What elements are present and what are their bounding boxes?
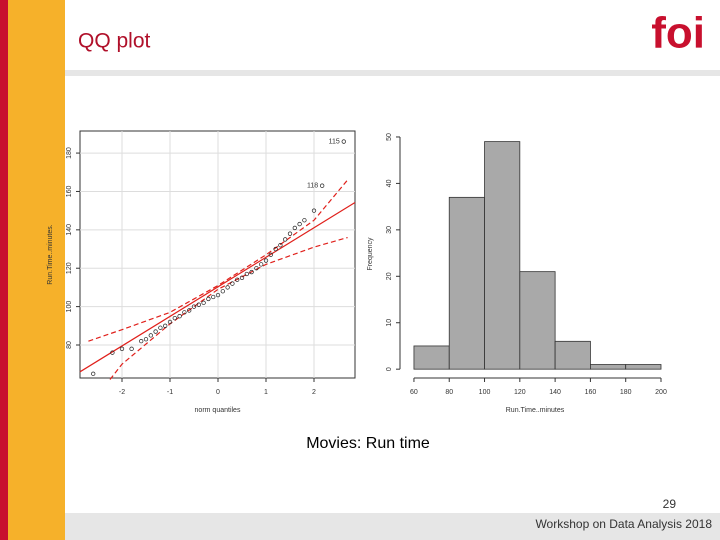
x-tick-label: 60 (410, 389, 418, 396)
y-tick-label: 80 (66, 341, 73, 349)
x-tick-label: 1 (264, 389, 268, 396)
point (259, 262, 264, 267)
point (191, 304, 197, 309)
point (302, 218, 307, 223)
caption: Movies: Run time (306, 435, 430, 452)
point (244, 271, 249, 277)
point (196, 302, 201, 307)
y-axis-title: Frequency (367, 237, 374, 271)
x-tick-label: 180 (620, 389, 632, 396)
reference-line (79, 201, 356, 373)
y-tick-label: 50 (386, 133, 393, 141)
point (187, 308, 192, 313)
page-number: 29 (663, 497, 677, 511)
point (201, 300, 206, 305)
point (249, 269, 254, 275)
footer-bar (65, 513, 720, 540)
y-tick-label: 160 (66, 186, 73, 198)
x-tick-label: 160 (585, 389, 597, 396)
point (320, 183, 325, 188)
x-tick-label: 100 (479, 389, 491, 396)
y-tick-label: 140 (66, 224, 73, 236)
point (283, 237, 288, 242)
y-tick-label: 10 (386, 319, 393, 327)
point (139, 339, 144, 344)
header-rule (65, 70, 720, 76)
point (148, 333, 153, 338)
point (206, 296, 211, 302)
logo: foi (651, 9, 705, 58)
point (225, 285, 230, 290)
point (278, 243, 283, 248)
point (341, 139, 346, 144)
point (311, 208, 317, 213)
slide-title: QQ plot (78, 30, 151, 53)
point (239, 275, 245, 280)
point (167, 319, 173, 325)
bar (413, 345, 450, 370)
point (143, 337, 149, 342)
point-label: 115 (329, 138, 340, 145)
point (292, 225, 297, 231)
point (254, 266, 259, 271)
x-tick-label: -2 (119, 389, 125, 396)
point (172, 315, 177, 321)
y-tick-label: 180 (66, 147, 73, 159)
point-label: 118 (307, 183, 318, 190)
point (91, 371, 96, 376)
bar (519, 271, 556, 370)
y-tick-label: 30 (386, 226, 393, 234)
point (215, 292, 221, 298)
x-tick-label: 0 (216, 389, 220, 396)
point (182, 310, 187, 315)
point (268, 252, 273, 257)
confidence-band (88, 179, 349, 342)
point (119, 346, 125, 351)
point (177, 314, 182, 319)
y-tick-label: 0 (386, 367, 393, 371)
point (230, 281, 235, 286)
red-strip (0, 0, 8, 540)
point (263, 258, 269, 263)
bar (448, 196, 485, 370)
point (110, 350, 115, 355)
point (129, 346, 134, 351)
y-axis-title: Run.Time..minutes. (47, 224, 54, 284)
x-axis-title: Run.Time..minutes (506, 407, 565, 414)
x-tick-label: -1 (167, 389, 173, 396)
point (211, 294, 216, 300)
point (158, 325, 163, 330)
point (153, 329, 158, 334)
y-tick-label: 40 (386, 179, 393, 187)
yellow-strip (8, 0, 65, 540)
x-tick-label: 80 (445, 389, 453, 396)
bar (625, 364, 662, 370)
x-tick-label: 2 (312, 389, 316, 396)
point (287, 231, 293, 236)
x-tick-label: 140 (549, 389, 561, 396)
plot-background (79, 130, 356, 379)
point (297, 221, 302, 227)
confidence-band (109, 236, 348, 380)
point (235, 277, 240, 282)
y-tick-label: 20 (386, 272, 393, 280)
x-tick-label: 200 (655, 389, 667, 396)
point (273, 246, 278, 252)
y-tick-label: 120 (66, 262, 73, 274)
x-tick-label: 120 (514, 389, 526, 396)
point (163, 323, 168, 328)
x-axis-title: norm quantiles (195, 407, 241, 414)
point (220, 289, 225, 294)
bar (590, 364, 627, 370)
bar (554, 340, 591, 370)
y-tick-label: 100 (66, 301, 73, 313)
bar (484, 141, 521, 370)
footer-text: Workshop on Data Analysis 2018 (535, 517, 712, 531)
